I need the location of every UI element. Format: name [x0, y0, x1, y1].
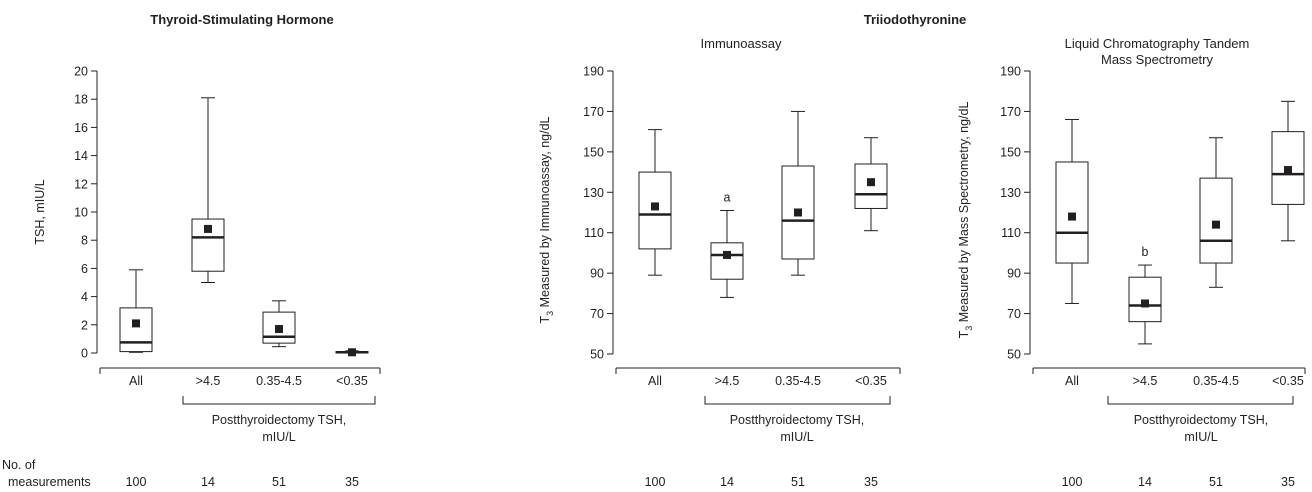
tsh-section-title: Thyroid-Stimulating Hormone [150, 12, 333, 27]
lcms-x-tick-label: <0.35 [1272, 374, 1304, 388]
tsh-x-tick-label: All [129, 374, 143, 388]
tsh-group-bracket [182, 396, 376, 405]
tsh-group-label-line1: Postthyroidectomy TSH, [212, 413, 347, 427]
lcms-y-tick-label: 110 [1001, 226, 1021, 240]
immunoassay-y-tick-label: 70 [590, 307, 604, 321]
immunoassay-group-label-line2: mIU/L [780, 430, 813, 444]
lcms-y-axis-label: T3 Measured by Mass Spectrometry, ng/dL [957, 102, 974, 339]
immunoassay-group-label-line1: Postthyroidectomy TSH, [730, 413, 865, 427]
lcms-count-label: 14 [1138, 475, 1152, 489]
lcms-x-tick-label: 0.35-4.5 [1193, 374, 1239, 388]
lcms-count-label: 100 [1062, 475, 1083, 489]
immunoassay-box [710, 242, 744, 280]
immunoassay-box [638, 171, 672, 250]
lcms-x-tick-label: All [1065, 374, 1079, 388]
lcms-y-tick-label: 50 [1007, 348, 1021, 362]
lcms-mean-marker [1212, 220, 1220, 229]
immunoassay-mean-marker [723, 250, 731, 259]
tsh-y-tick-label: 20 [74, 65, 88, 79]
lcms-panel-title-line2: Mass Spectrometry [1101, 52, 1213, 67]
tsh-y-tick-label: 18 [74, 93, 88, 107]
lcms-count-label: 51 [1209, 475, 1223, 489]
immunoassay-box [854, 163, 888, 209]
tsh-mean-marker [275, 325, 283, 334]
lcms-panel-title-line1: Liquid Chromatography Tandem [1065, 36, 1250, 51]
lcms-y-tick-label: 90 [1007, 267, 1021, 281]
tsh-y-tick-label: 4 [81, 290, 88, 304]
tsh-x-tick-label: <0.35 [336, 374, 368, 388]
lcms-y-tick-label: 190 [1000, 65, 1021, 79]
lcms-y-tick-label: 130 [1000, 186, 1021, 200]
immunoassay-count-label: 100 [645, 475, 666, 489]
immunoassay-count-label: 14 [720, 475, 734, 489]
tsh-box [119, 307, 153, 353]
tsh-y-tick-label: 14 [74, 149, 88, 163]
lcms-group-label-line2: mIU/L [1184, 430, 1217, 444]
tsh-y-tick-label: 10 [74, 206, 88, 220]
immunoassay-y-tick-label: 150 [583, 145, 604, 159]
immunoassay-mean-marker [794, 208, 802, 217]
tsh-count-label: 14 [201, 475, 215, 489]
immunoassay-y-tick-label: 130 [583, 186, 604, 200]
lcms-x-tick-label: >4.5 [1133, 374, 1158, 388]
immunoassay-y-tick-label: 170 [583, 105, 604, 119]
tsh-y-tick-label: 2 [81, 318, 88, 332]
immunoassay-group-bracket [704, 396, 891, 405]
tsh-x-tick-label: >4.5 [196, 374, 221, 388]
immunoassay-panel-title: Immunoassay [701, 36, 782, 51]
counts-label-line2: measurements [8, 475, 91, 489]
immunoassay-mean-marker [867, 178, 875, 187]
tsh-y-axis-label: TSH, mIU/L [33, 179, 47, 244]
lcms-mean-marker [1284, 166, 1292, 175]
lcms-mean-marker [1141, 299, 1149, 308]
tsh-group-label-line2: mIU/L [262, 430, 295, 444]
immunoassay-annotation: a [724, 190, 731, 204]
lcms-count-label: 35 [1281, 475, 1295, 489]
immunoassay-x-tick-label: <0.35 [855, 374, 887, 388]
tsh-x-tick-label: 0.35-4.5 [256, 374, 302, 388]
t3-section-title: Triiodothyronine [864, 12, 967, 27]
tsh-count-label: 51 [272, 475, 286, 489]
tsh-mean-marker [348, 348, 356, 357]
immunoassay-y-tick-label: 190 [583, 65, 604, 79]
tsh-y-tick-label: 8 [81, 234, 88, 248]
lcms-y-tick-label: 70 [1007, 307, 1021, 321]
immunoassay-y-tick-label: 110 [584, 226, 604, 240]
tsh-mean-marker [132, 319, 140, 328]
lcms-group-bracket [1107, 396, 1294, 405]
tsh-y-tick-label: 16 [74, 121, 88, 135]
tsh-y-tick-label: 12 [74, 177, 88, 191]
immunoassay-x-tick-label: 0.35-4.5 [775, 374, 821, 388]
immunoassay-y-axis-label: T3 Measured by Immunoassay, ng/dL [538, 116, 555, 323]
immunoassay-x-tick-label: >4.5 [715, 374, 740, 388]
immunoassay-x-tick-label: All [648, 374, 662, 388]
tsh-mean-marker [204, 224, 212, 233]
lcms-annotation: b [1142, 245, 1149, 259]
lcms-y-tick-label: 170 [1000, 105, 1021, 119]
tsh-y-tick-label: 0 [81, 347, 88, 361]
lcms-mean-marker [1068, 212, 1076, 221]
immunoassay-count-label: 35 [864, 475, 878, 489]
counts-label-line1: No. of [2, 458, 36, 472]
lcms-box [1199, 177, 1233, 264]
immunoassay-y-tick-label: 90 [590, 267, 604, 281]
lcms-group-label-line1: Postthyroidectomy TSH, [1134, 413, 1269, 427]
tsh-count-label: 35 [345, 475, 359, 489]
lcms-y-tick-label: 150 [1000, 145, 1021, 159]
tsh-y-tick-label: 6 [81, 262, 88, 276]
immunoassay-y-tick-label: 50 [590, 348, 604, 362]
tsh-count-label: 100 [126, 475, 147, 489]
immunoassay-mean-marker [651, 202, 659, 211]
lcms-box [1055, 161, 1089, 264]
lcms-box [1128, 276, 1162, 323]
immunoassay-count-label: 51 [791, 475, 805, 489]
